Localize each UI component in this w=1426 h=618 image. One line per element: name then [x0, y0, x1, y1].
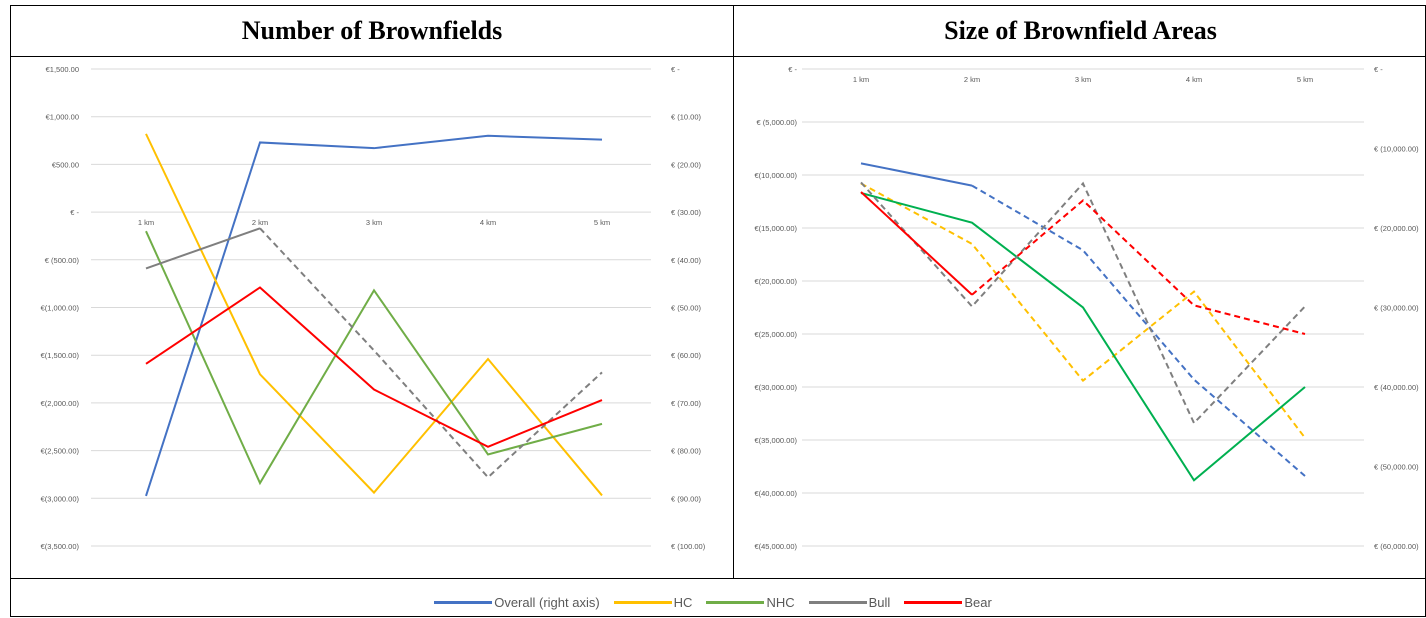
chart-size-of-brownfield-areas: € - € (5,000.00) €(10,000.00) €(15,000.00) €…: [754, 65, 1419, 551]
category-label: 3 km: [366, 218, 382, 227]
category-label: 3 km: [1075, 75, 1091, 84]
right-tick-label: € (70.00): [671, 399, 702, 408]
series-dashed-bull: [259, 227, 603, 479]
left-tick-label: €1,500.00: [46, 65, 79, 74]
left-panel-title: Number of Brownfields: [241, 16, 503, 45]
left-tick-label: €(40,000.00): [754, 489, 797, 498]
right-tick-label: € -: [1374, 65, 1383, 74]
legend-item: NHC: [706, 594, 795, 610]
left-tick-label: € -: [70, 208, 79, 217]
legend-swatch: [434, 600, 493, 604]
series-line-nhc: [860, 192, 1306, 482]
category-label: 5 km: [1297, 75, 1313, 84]
right-tick-label: € (30.00): [671, 208, 702, 217]
title-divider: [11, 56, 1425, 57]
category-label: 4 km: [480, 218, 496, 227]
left-tick-label: €(1,500.00): [41, 351, 80, 360]
legend-divider: [11, 578, 1425, 579]
legend-label: NHC: [766, 594, 795, 610]
legend-item: Overall (right axis): [434, 594, 600, 610]
right-tick-label: € (20.00): [671, 160, 702, 169]
left-tick-label: €(30,000.00): [754, 383, 797, 392]
left-tick-label: €500.00: [52, 160, 79, 169]
left-tick-label: €(20,000.00): [754, 277, 797, 286]
legend-label: Bear: [964, 594, 992, 610]
legend-item: HC: [613, 594, 693, 610]
left-tick-label: €(35,000.00): [754, 436, 797, 445]
series-line-nhc: [145, 230, 603, 486]
left-tick-label: € (5,000.00): [757, 118, 798, 127]
figure-frame: Number of Brownfields Size of Brownfield…: [10, 5, 1426, 617]
category-label: 4 km: [1186, 75, 1202, 84]
series-line-hc: [145, 133, 603, 497]
chart-legend: Overall (right axis) HC NHC Bull Bear: [0, 590, 1426, 614]
series-line-overall-right-axis: [145, 134, 603, 497]
left-tick-label: €(2,000.00): [41, 399, 80, 408]
right-tick-label: € (20,000.00): [1374, 224, 1419, 233]
series-dashed-hc: [860, 182, 1306, 439]
series-line-bear: [860, 191, 973, 296]
legend-item: Bear: [904, 594, 992, 610]
legend-swatch: [706, 600, 765, 604]
left-tick-label: €1,000.00: [46, 113, 79, 122]
legend-swatch: [904, 600, 963, 604]
right-tick-label: € (60.00): [671, 351, 702, 360]
series-dashed-overall-right-axis: [971, 184, 1306, 477]
category-label: 2 km: [964, 75, 980, 84]
left-tick-label: €(10,000.00): [754, 171, 797, 180]
category-label: 1 km: [853, 75, 869, 84]
left-tick-label: €(3,000.00): [41, 494, 80, 503]
legend-swatch: [808, 600, 867, 604]
right-tick-label: € -: [671, 65, 680, 74]
legend-label: Bull: [868, 594, 891, 610]
right-panel-title: Size of Brownfield Areas: [944, 16, 1217, 45]
left-tick-label: €(1,000.00): [41, 304, 80, 313]
right-tick-label: € (30,000.00): [1374, 304, 1419, 313]
right-tick-label: € (100.00): [671, 542, 706, 551]
right-tick-label: € (80.00): [671, 447, 702, 456]
left-tick-label: €(25,000.00): [754, 330, 797, 339]
legend-label: Overall (right axis): [494, 594, 600, 610]
right-tick-label: € (90.00): [671, 494, 702, 503]
left-tick-label: €(45,000.00): [754, 542, 797, 551]
left-tick-label: €(2,500.00): [41, 447, 80, 456]
series-line-bear: [145, 286, 603, 448]
right-tick-label: € (10.00): [671, 113, 702, 122]
left-tick-label: €(15,000.00): [754, 224, 797, 233]
right-tick-label: € (40,000.00): [1374, 383, 1419, 392]
chart-number-of-brownfields: €1,500.00 €1,000.00 €500.00 € - € (500.00) €(…: [41, 65, 706, 551]
right-tick-label: € (60,000.00): [1374, 542, 1419, 551]
left-tick-label: € -: [788, 65, 797, 74]
left-tick-label: €(3,500.00): [41, 542, 80, 551]
legend-item: Bull: [808, 594, 891, 610]
category-label: 5 km: [594, 218, 610, 227]
left-tick-label: € (500.00): [45, 256, 80, 265]
series-line-bull: [145, 227, 261, 270]
panel-divider: [733, 6, 734, 578]
legend-label: HC: [673, 594, 693, 610]
series-dashed-bull: [860, 181, 1306, 425]
right-tick-label: € (40.00): [671, 256, 702, 265]
legend-swatch: [613, 600, 672, 604]
right-tick-label: € (50,000.00): [1374, 463, 1419, 472]
right-tick-label: € (10,000.00): [1374, 145, 1419, 154]
category-label: 2 km: [252, 218, 268, 227]
right-tick-label: € (50.00): [671, 304, 702, 313]
series-line-overall-right-axis: [860, 162, 973, 187]
series-dashed-bear: [971, 199, 1306, 335]
category-label: 1 km: [138, 218, 154, 227]
